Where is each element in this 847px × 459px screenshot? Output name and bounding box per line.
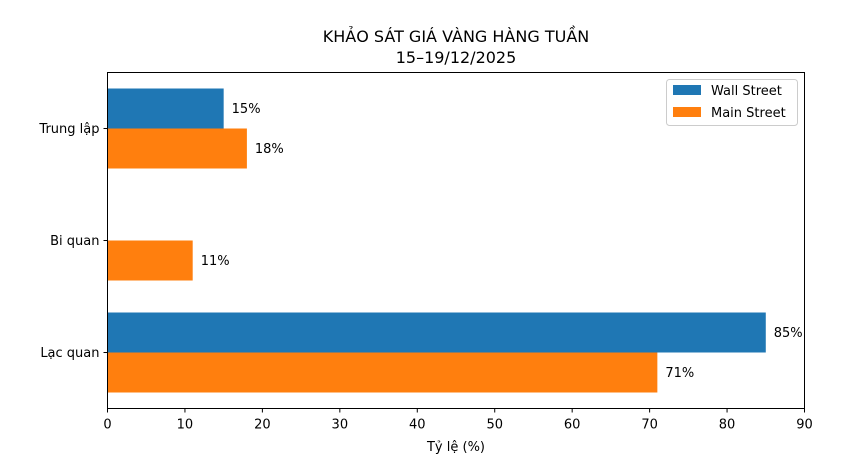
plot-frame — [107, 72, 805, 409]
data-label-main-street-trung-lap: 18% — [255, 142, 284, 157]
bars-group — [107, 88, 766, 393]
y-tick-label-lac-quan: Lạc quan — [40, 346, 99, 361]
chart-subtitle: 15–19/12/2025 — [396, 48, 517, 67]
x-ticks-group: 0 10 20 30 40 50 60 70 80 90 — [103, 408, 813, 433]
data-labels-group: 15% 18% 11% 85% 71% — [201, 102, 803, 381]
x-tick-label-50: 50 — [486, 418, 503, 433]
data-label-wall-street-lac-quan: 85% — [774, 326, 803, 341]
x-tick-label-80: 80 — [719, 418, 736, 433]
x-tick-label-60: 60 — [564, 418, 581, 433]
legend-swatch-wall-street — [673, 85, 701, 95]
bar-main-street-trung-lap — [107, 128, 247, 169]
data-label-main-street-lac-quan: 71% — [665, 366, 694, 381]
y-tick-label-bi-quan: Bi quan — [50, 234, 99, 249]
bar-wall-street-trung-lap — [107, 88, 224, 129]
legend-label-main-street: Main Street — [711, 106, 786, 121]
x-tick-label-90: 90 — [796, 418, 813, 433]
x-tick-label-20: 20 — [254, 418, 271, 433]
x-tick-label-0: 0 — [103, 418, 111, 433]
x-axis-label: Tỷ lệ (%) — [426, 440, 485, 455]
y-tick-label-trung-lap: Trung lập — [38, 122, 99, 137]
chart-title: KHẢO SÁT GIÁ VÀNG HÀNG TUẦN — [323, 25, 589, 46]
y-ticks-group: Trung lập Bi quan Lạc quan — [38, 122, 108, 361]
legend-swatch-main-street — [673, 107, 701, 117]
legend: Wall Street Main Street — [666, 79, 798, 126]
bar-main-street-bi-quan — [107, 240, 193, 281]
x-tick-label-10: 10 — [177, 418, 194, 433]
x-tick-label-30: 30 — [332, 418, 349, 433]
bar-wall-street-lac-quan — [107, 312, 766, 353]
data-label-wall-street-trung-lap: 15% — [232, 102, 261, 117]
data-label-main-street-bi-quan: 11% — [201, 254, 230, 269]
x-tick-label-40: 40 — [409, 418, 426, 433]
legend-label-wall-street: Wall Street — [711, 84, 782, 99]
bar-main-street-lac-quan — [107, 352, 658, 393]
x-tick-label-70: 70 — [641, 418, 658, 433]
